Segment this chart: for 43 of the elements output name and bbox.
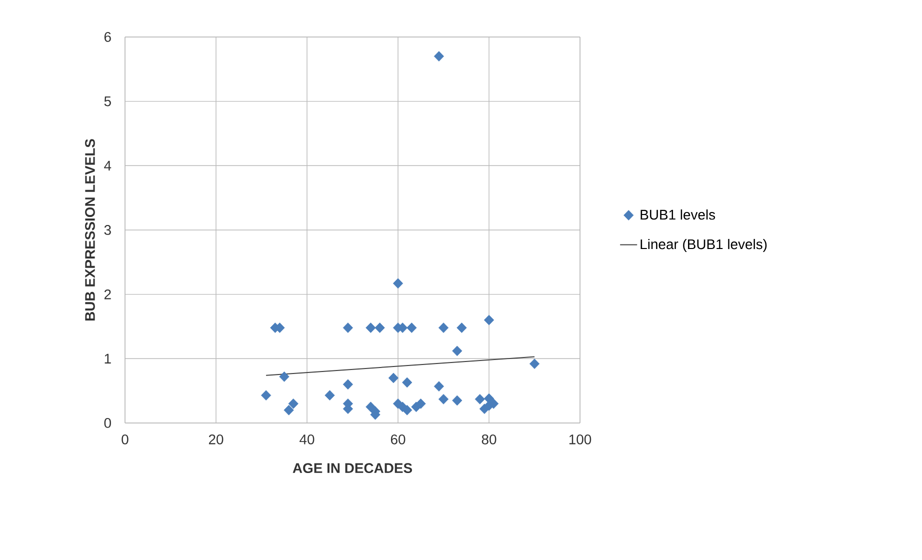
point [388,372,399,384]
x-tick-label: 80 [482,434,496,444]
legend-label: BUB1 levels [640,209,716,220]
point [416,398,426,409]
point [374,322,385,333]
point [366,322,376,333]
point [452,346,462,356]
x-tick-label: 100 [569,434,592,444]
y-tick-label: 1 [104,354,111,364]
x-axis-title: AGE IN DECADES [292,463,412,474]
x-tick-label: 0 [122,434,128,444]
x-tick-label: 60 [390,434,406,444]
point [484,314,494,326]
point [366,402,376,412]
y-tick-label: 2 [104,289,111,300]
point [324,390,335,401]
legend-label: Linear (BUB1 levels) [640,238,767,252]
point [434,51,444,62]
y-tick-label: 0 [104,418,111,428]
y-tick-label: 4 [104,160,112,170]
point [288,398,298,409]
point [284,404,294,416]
point [279,371,290,382]
point [406,322,417,333]
y-tick-label: 3 [104,225,111,235]
y-tick-label: 5 [104,96,111,106]
x-tick-label: 20 [208,434,224,444]
point [529,358,540,369]
point [261,390,272,401]
y-axis-title: BUB EXPRESSION LEVELS [85,139,95,320]
point [452,395,462,406]
point [342,322,354,333]
point [402,404,412,416]
point [438,322,449,333]
point [392,278,404,289]
point [434,381,444,392]
point [474,394,485,404]
point [402,377,412,388]
point [438,394,449,404]
x-tick-label: 40 [300,434,314,444]
y-tick-label: 6 [104,32,111,42]
point [456,322,467,333]
point [342,379,354,390]
